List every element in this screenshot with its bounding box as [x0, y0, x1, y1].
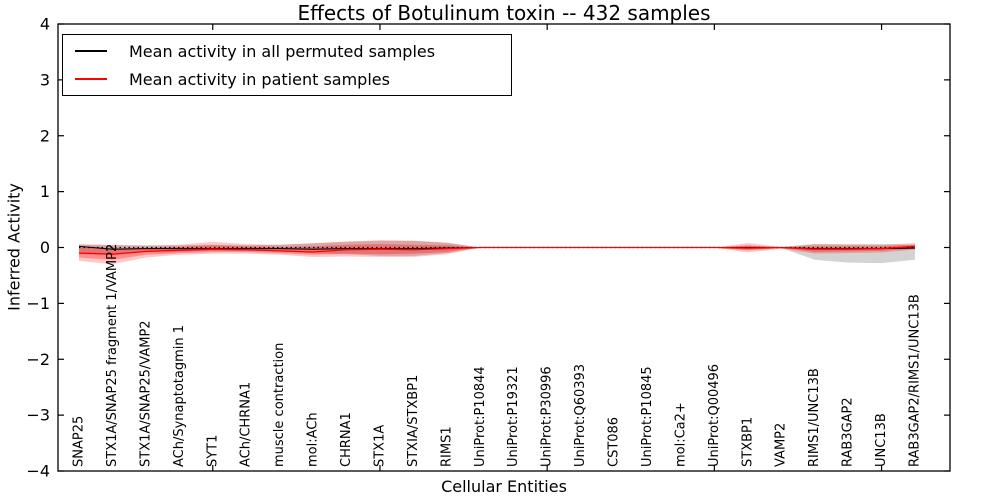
x-tick-label: RAB3GAP2/RIMS1/UNC13B	[908, 294, 923, 467]
x-tick-label: RIMS1	[439, 426, 454, 467]
x-tick-label: UniProt:P10844	[473, 366, 488, 467]
legend-label-permuted: Mean activity in all permuted samples	[129, 41, 436, 61]
y-tick-label: −4	[26, 462, 50, 481]
x-tick-label: RAB3GAP2	[841, 397, 856, 467]
y-tick-label: 3	[40, 70, 50, 89]
y-tick-label: 4	[40, 15, 50, 34]
x-tick-label: CST086	[607, 417, 622, 467]
x-tick-label: UniProt:P19321	[506, 366, 521, 467]
legend-swatch-permuted-line	[75, 50, 107, 52]
x-tick-label: mol:Ca2+	[673, 402, 688, 467]
y-tick-label: −1	[26, 294, 50, 313]
x-tick-label: SNAP25	[72, 416, 87, 467]
x-tick-label: ACh/CHRNA1	[239, 382, 254, 467]
x-tick-label: muscle contraction	[272, 343, 287, 467]
x-axis-label: Cellular Entities	[441, 477, 567, 496]
band-patient-band-outer	[79, 240, 915, 265]
legend-entry-patient: Mean activity in patient samples	[75, 68, 511, 90]
legend: Mean activity in all permuted samples Me…	[62, 34, 512, 96]
x-tick-label: ACh/Synaptotagmin 1	[172, 325, 187, 467]
x-tick-label: UniProt:P10845	[640, 366, 655, 467]
y-tick-label: −3	[26, 406, 50, 425]
x-tick-label: UNC13B	[874, 413, 889, 467]
legend-entry-permuted: Mean activity in all permuted samples	[75, 40, 511, 62]
x-tick-label: STX1A/SNAP25/VAMP2	[138, 320, 153, 467]
x-tick-label: UniProt:P30996	[540, 366, 555, 467]
x-tick-label: SYT1	[205, 435, 220, 467]
x-tick-label: UniProt:Q60393	[573, 364, 588, 467]
band-patient-band-inner	[79, 244, 915, 260]
y-tick-label: 1	[40, 182, 50, 201]
y-tick-label: −2	[26, 350, 50, 369]
x-tick-label: CHRNA1	[339, 412, 354, 467]
chart-title: Effects of Botulinum toxin -- 432 sample…	[297, 1, 711, 25]
x-tick-label: STX1A	[372, 425, 387, 467]
x-tick-label: RIMS1/UNC13B	[807, 368, 822, 467]
x-tick-label: STXBP1	[740, 417, 755, 467]
x-tick-label: STXIA/STXBP1	[406, 375, 421, 467]
legend-swatch-patient-line	[75, 78, 107, 80]
y-tick-label: 2	[40, 126, 50, 145]
x-tick-label: STX1A/SNAP25 fragment 1/VAMP2	[105, 244, 120, 467]
series-line-patient	[78, 245, 916, 255]
legend-label-patient: Mean activity in patient samples	[129, 69, 390, 89]
x-tick-label: VAMP2	[774, 423, 789, 467]
x-tick-label: UniProt:Q00496	[707, 364, 722, 467]
y-axis-label: Inferred Activity	[4, 183, 24, 311]
x-tick-label: mol:ACh	[306, 412, 321, 467]
band-permuted-band	[79, 240, 915, 264]
y-tick-label: 0	[40, 238, 50, 257]
